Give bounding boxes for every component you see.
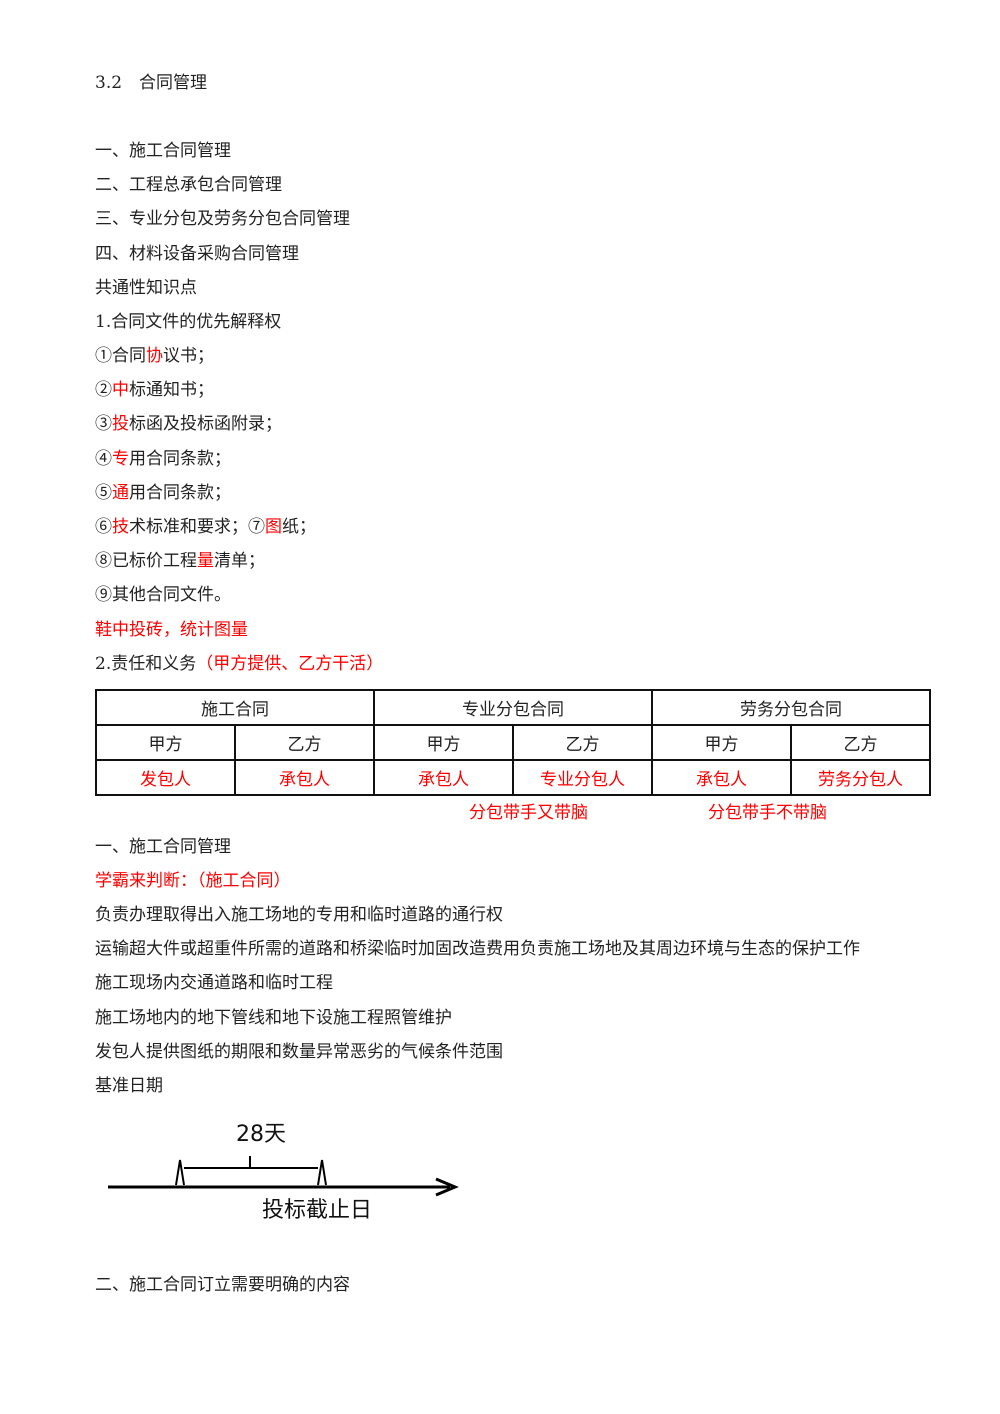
party-cell: 承包人: [651, 759, 792, 796]
list-item: ⑧已标价工程量清单；: [95, 549, 265, 573]
text-run: ④: [95, 448, 112, 469]
outline-item: 二、工程总承包合同管理: [95, 175, 282, 196]
party-cell: 专业分包人: [512, 759, 653, 796]
list-item: ⑨其他合同文件。: [95, 583, 231, 607]
text-run: ⑨其他合同文件。: [95, 585, 231, 606]
body-line: 运输超大件或超重件所需的道路和桥梁临时加固改造费用负责施工场地及其周边环境与生态…: [95, 939, 860, 960]
subheader-cell: 乙方: [790, 724, 931, 761]
list-item: ④专用合同条款；: [95, 447, 231, 471]
party-cell: 劳务分包人: [790, 759, 931, 796]
heading: 3.2 合同管理: [95, 73, 208, 93]
section-title: 一、施工合同管理: [95, 837, 231, 857]
text-run: 清单；: [214, 551, 265, 572]
arrow-head: [435, 1177, 459, 1197]
highlight: 投: [112, 414, 129, 435]
timeline-diagram: 28天 投标截止日: [108, 1122, 459, 1223]
subheader-cell: 乙方: [512, 724, 653, 761]
list-item: ⑥技术标准和要求；⑦图纸；: [95, 515, 316, 539]
deadline-label: 投标截止日: [262, 1198, 372, 1223]
outline-item: 一、施工合同管理: [95, 141, 231, 161]
body-line: 施工现场内交通道路和临时工程: [95, 973, 333, 994]
text-run: 标函及投标函附录；: [129, 414, 282, 435]
subheader-cell: 甲方: [95, 724, 236, 761]
text-run: 议书；: [163, 346, 214, 366]
header-cell: 施工合同: [95, 689, 375, 726]
text-run: 标通知书；: [129, 380, 214, 401]
body-line: 基准日期: [95, 1076, 163, 1096]
subheader-cell: 甲方: [373, 724, 514, 761]
party-cell: 承包人: [234, 759, 375, 796]
text-run: 用合同条款；: [129, 482, 231, 503]
end-mark: [317, 1159, 327, 1186]
table-note: 分包带手又带脑: [469, 803, 588, 823]
list-item: 2.责任和义务（甲方提供、乙方干活）: [95, 652, 383, 676]
highlight: 图: [265, 517, 282, 537]
text-run: ⑤: [95, 482, 112, 503]
section-prompt: 学霸来判断：（施工合同）: [95, 871, 291, 891]
highlight: 通: [112, 482, 129, 503]
table-note: 分包带手不带脑: [708, 803, 827, 823]
duty-table: 施工合同 专业分包合同 劳务分包合同 甲方 乙方 甲方 乙方 甲方 乙方 发包人 承包人 承包人 专业分…: [95, 689, 931, 796]
header-cell: 劳务分包合同: [651, 689, 931, 726]
highlight: （甲方提供、乙方干活）: [196, 653, 384, 674]
list-item: ①合同协议书；: [95, 344, 214, 368]
party-cell: 发包人: [95, 759, 236, 796]
party-cell: 承包人: [373, 759, 514, 796]
common-title: 共通性知识点: [95, 278, 197, 298]
common-subtitle: 1.合同文件的优先解释权: [95, 312, 282, 332]
highlight: 量: [197, 551, 214, 572]
text-run: 2.责任和义务: [95, 653, 197, 674]
highlight: 中: [112, 380, 129, 401]
body-line: 负责办理取得出入施工场地的专用和临时道路的通行权: [95, 905, 503, 925]
list-item: 鞋中投砖，统计图量: [95, 618, 248, 642]
subheader-cell: 乙方: [234, 724, 375, 761]
text-run: ⑥: [95, 517, 112, 537]
text-run: ①合同: [95, 346, 146, 366]
list-item: ⑤通用合同条款；: [95, 481, 231, 505]
text-run: 术标准和要求；⑦: [129, 517, 265, 537]
highlight: 协: [146, 346, 163, 366]
outline-item: 三、专业分包及劳务分包合同管理: [95, 209, 350, 230]
list-item: ③投标函及投标函附录；: [95, 412, 282, 436]
subheader-cell: 甲方: [651, 724, 792, 761]
start-mark: [175, 1159, 185, 1186]
list-item: ②中标通知书；: [95, 378, 214, 402]
text-run: ③: [95, 414, 112, 435]
highlight: 鞋中投砖，统计图量: [95, 619, 248, 640]
text-run: 纸；: [282, 517, 316, 537]
text-run: ②: [95, 380, 112, 401]
text-run: ⑧已标价工程: [95, 551, 197, 572]
highlight: 技: [112, 517, 129, 537]
highlight: 专: [112, 448, 129, 469]
text-run: 用合同条款；: [129, 448, 231, 469]
duration-label: 28天: [236, 1122, 286, 1147]
body-line: 发包人提供图纸的期限和数量异常恶劣的气候条件范围: [95, 1041, 503, 1062]
header-cell: 专业分包合同: [373, 689, 653, 726]
body-line: 施工场地内的地下管线和地下设施工程照管维护: [95, 1007, 452, 1028]
outline-item: 四、材料设备采购合同管理: [95, 243, 299, 264]
section-title: 二、施工合同订立需要明确的内容: [95, 1275, 350, 1295]
